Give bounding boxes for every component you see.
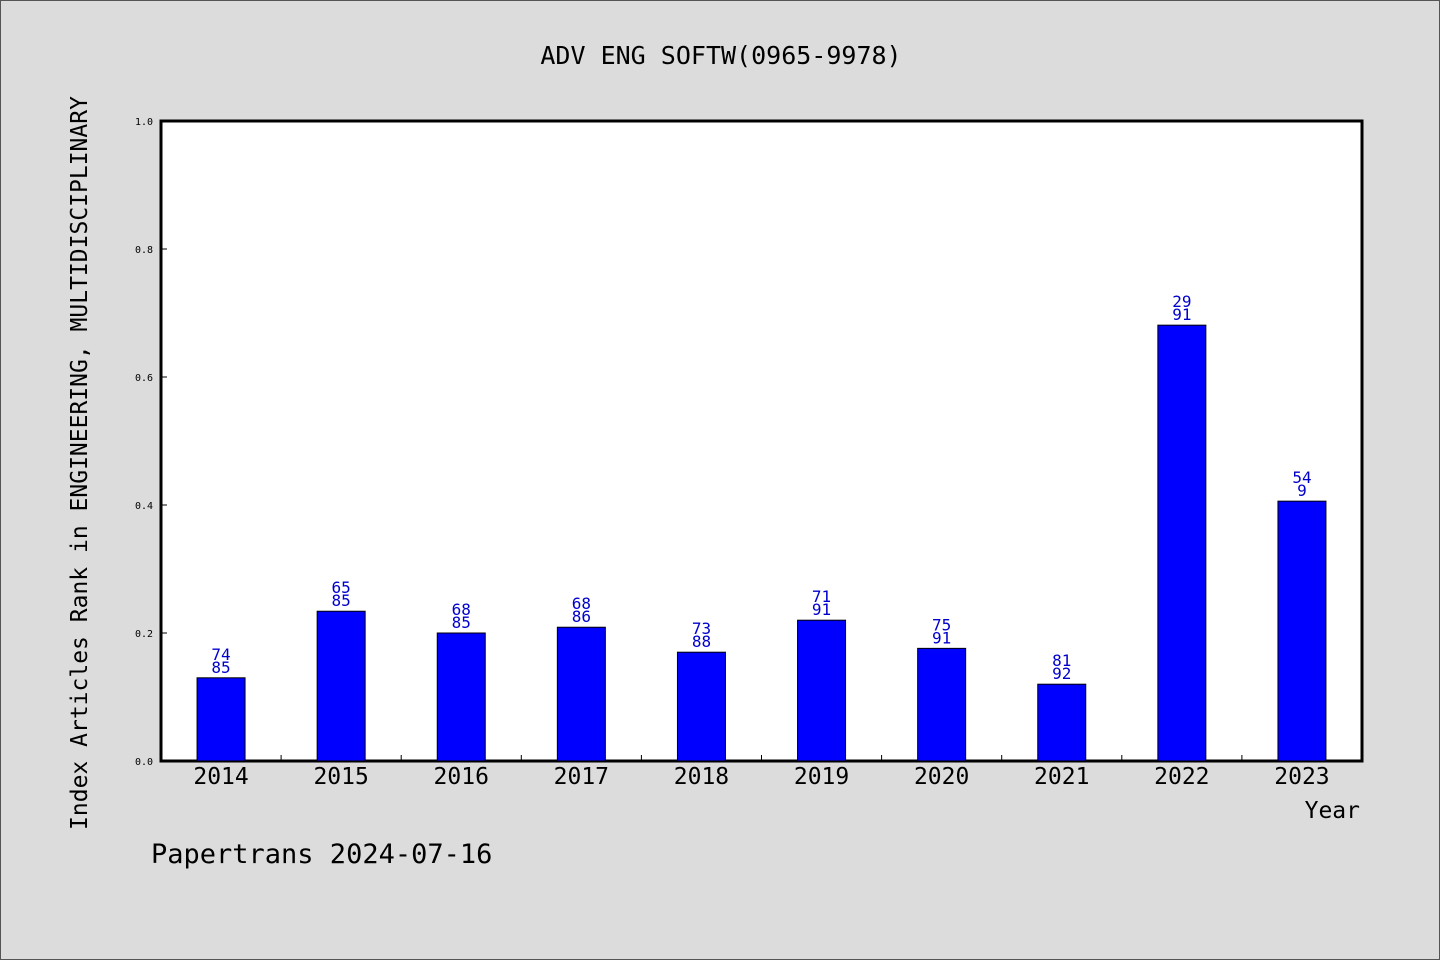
footer-date: Papertrans 2024-07-16: [151, 839, 492, 870]
data-label-2022-2: 91: [1172, 305, 1191, 324]
data-label-2017-2: 86: [572, 607, 591, 626]
x-tick-label-2015: 2015: [313, 764, 368, 790]
x-tick-label-2022: 2022: [1154, 764, 1209, 790]
y-tick-label-0.4: 0.4: [135, 501, 153, 512]
bar-2019: [797, 619, 847, 762]
data-label-2018-2: 88: [692, 632, 711, 651]
x-tick-label-2016: 2016: [434, 764, 489, 790]
data-label-2019-1: 71: [812, 587, 831, 606]
bar-2016: [436, 632, 486, 762]
x-tick-label-2019: 2019: [794, 764, 849, 790]
x-tick-label-2020: 2020: [914, 764, 969, 790]
data-label-2019-2: 91: [812, 600, 831, 619]
y-tick-label-1.0: 1.0: [135, 117, 153, 128]
bar-2015: [316, 610, 366, 762]
bar-2017: [556, 626, 606, 762]
bar-2018: [676, 651, 726, 762]
data-label-2023-1: 54: [1292, 468, 1311, 487]
data-label-2018-1: 73: [692, 619, 711, 638]
x-tick-label-2014: 2014: [193, 764, 248, 790]
bar-2020: [917, 647, 967, 762]
data-label-2020-1: 75: [932, 615, 951, 634]
y-tick-label-0.8: 0.8: [135, 245, 153, 256]
data-label-2023-2: 9: [1297, 481, 1307, 500]
data-label-2020-2: 91: [932, 628, 951, 647]
x-tick-label-2017: 2017: [554, 764, 609, 790]
data-label-2014-1: 74: [211, 645, 230, 664]
y-tick-label-0.0: 0.0: [135, 757, 153, 768]
x-tick-label-2018: 2018: [674, 764, 729, 790]
x-axis-label: Year: [1305, 798, 1360, 824]
y-axis-label: Index Articles Rank in ENGINEERING, MULT…: [67, 96, 93, 830]
data-label-2021-1: 81: [1052, 651, 1071, 670]
x-axis-ticks: 2014 2015 2016 2017 2018 2019 2020 2021 2022 2023: [193, 755, 1330, 790]
bar-2021: [1037, 683, 1087, 762]
data-label-2016-2: 85: [452, 613, 471, 632]
data-label-2015-1: 65: [332, 578, 351, 597]
y-tick-label-0.2: 0.2: [135, 629, 153, 640]
bar-2023: [1277, 500, 1327, 762]
data-label-2014-2: 85: [211, 658, 230, 677]
chart-title: ADV ENG SOFTW(0965-9978): [540, 41, 901, 70]
data-label-2016-1: 68: [452, 600, 471, 619]
y-axis-ticks: 0.0 0.2 0.4 0.6 0.8 1.0: [135, 117, 167, 768]
x-tick-label-2021: 2021: [1034, 764, 1089, 790]
data-label-2015-2: 85: [332, 591, 351, 610]
data-label-2017-1: 68: [572, 594, 591, 613]
bar-2014: [196, 677, 246, 762]
y-tick-label-0.6: 0.6: [135, 373, 153, 384]
data-label-2022-1: 29: [1172, 292, 1191, 311]
bar-2022: [1157, 324, 1207, 762]
data-label-2021-2: 92: [1052, 664, 1071, 683]
x-tick-label-2023: 2023: [1274, 764, 1329, 790]
